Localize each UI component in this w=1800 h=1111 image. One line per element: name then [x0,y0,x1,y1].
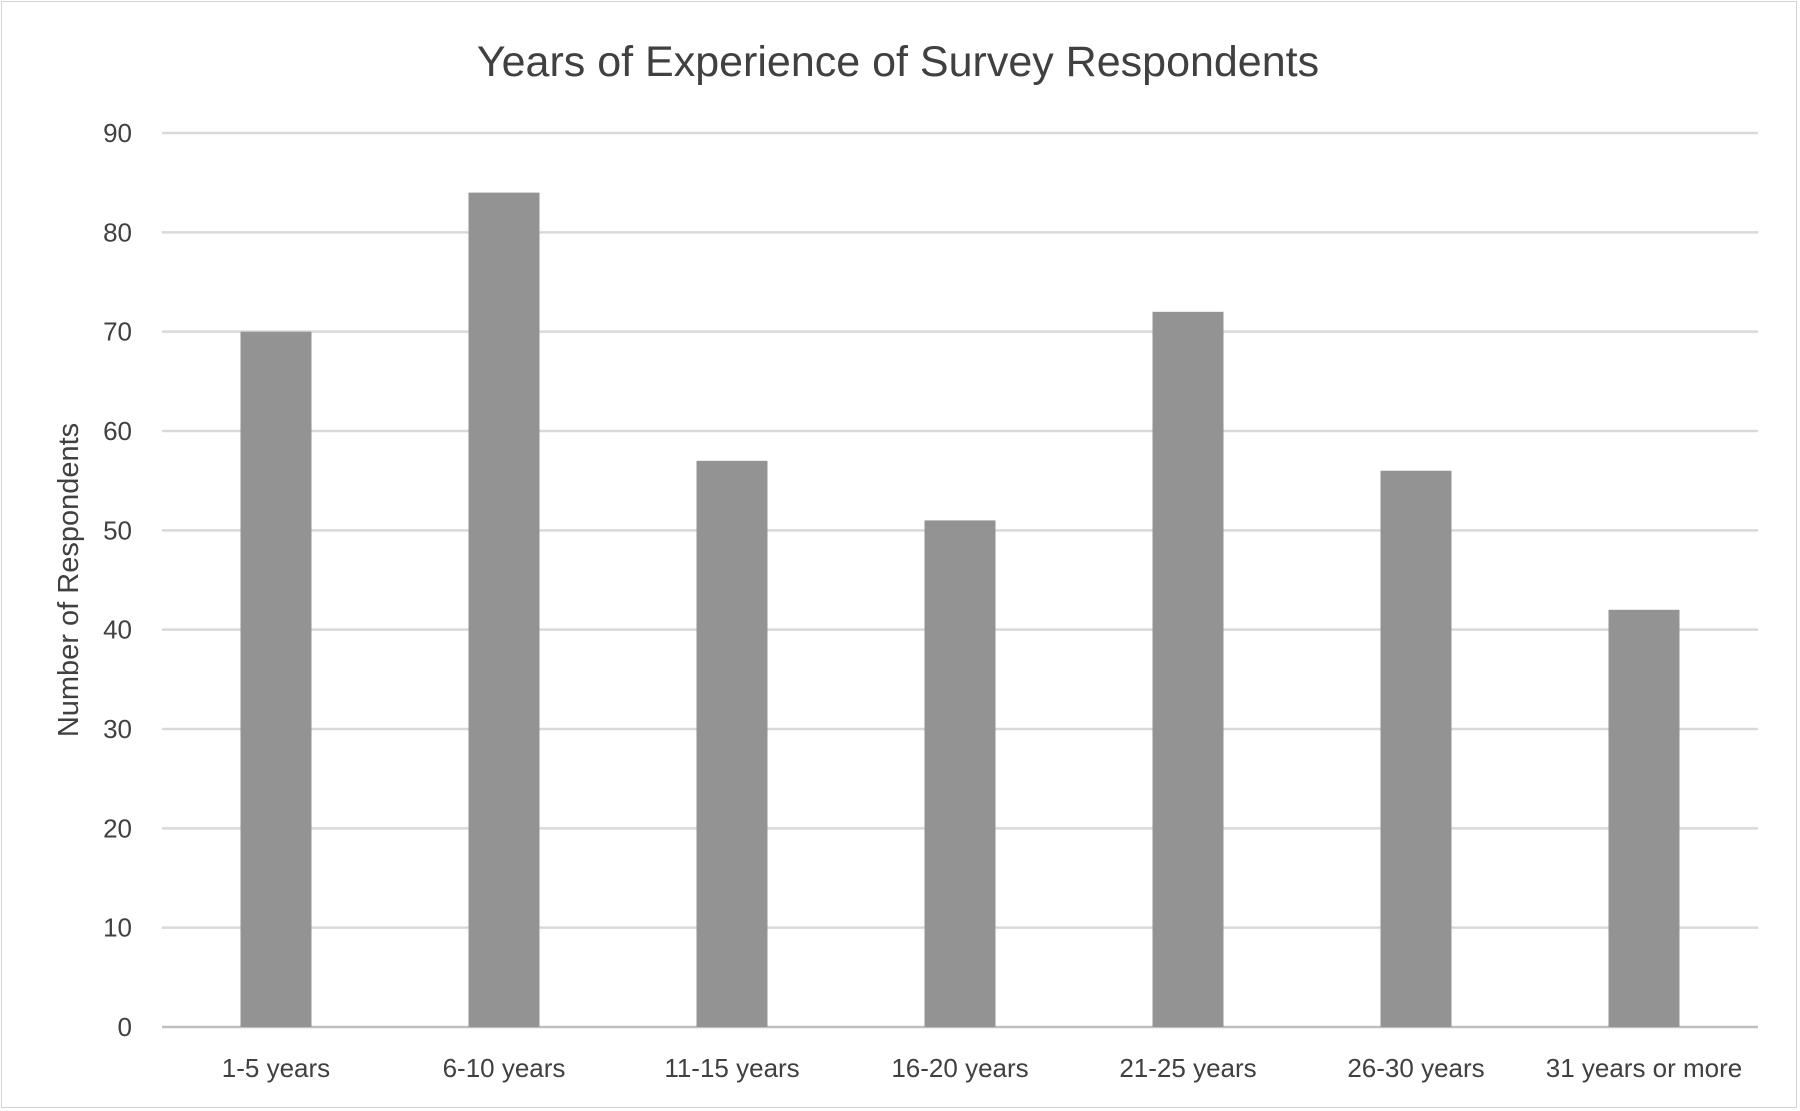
y-tick-label: 90 [103,118,132,148]
x-tick-label: 6-10 years [443,1053,566,1083]
x-axis-ticks: 1-5 years 6-10 years 11-15 years 16-20 year… [222,1053,1742,1083]
x-tick-label: 16-20 years [891,1053,1028,1083]
bar-2 [468,192,540,1028]
y-axis-ticks: 0 10 20 30 40 50 60 70 80 90 [103,118,132,1042]
bar-5 [1152,311,1224,1027]
bar-4 [924,520,996,1027]
x-tick-label: 21-25 years [1119,1053,1256,1083]
y-tick-label: 80 [103,217,132,247]
y-tick-label: 60 [103,416,132,446]
bar-7 [1608,609,1680,1027]
y-tick-label: 40 [103,615,132,645]
y-tick-label: 70 [103,317,132,347]
y-tick-label: 20 [103,813,132,843]
y-tick-label: 0 [118,1012,132,1042]
chart-title: Years of Experience of Survey Respondent… [477,38,1319,86]
bar-3 [696,460,768,1027]
x-tick-label: 31 years or more [1546,1053,1743,1083]
gridlines [162,131,1758,1029]
x-tick-label: 1-5 years [222,1053,330,1083]
bar-6 [1380,470,1452,1027]
y-tick-label: 30 [103,714,132,744]
x-tick-label: 11-15 years [664,1053,799,1083]
y-tick-label: 50 [103,515,132,545]
y-tick-label: 10 [103,913,132,943]
bars [240,192,1680,1028]
bar-1 [240,331,312,1028]
y-axis-title: Number of Respondents [53,423,85,737]
x-tick-label: 26-30 years [1347,1053,1484,1083]
